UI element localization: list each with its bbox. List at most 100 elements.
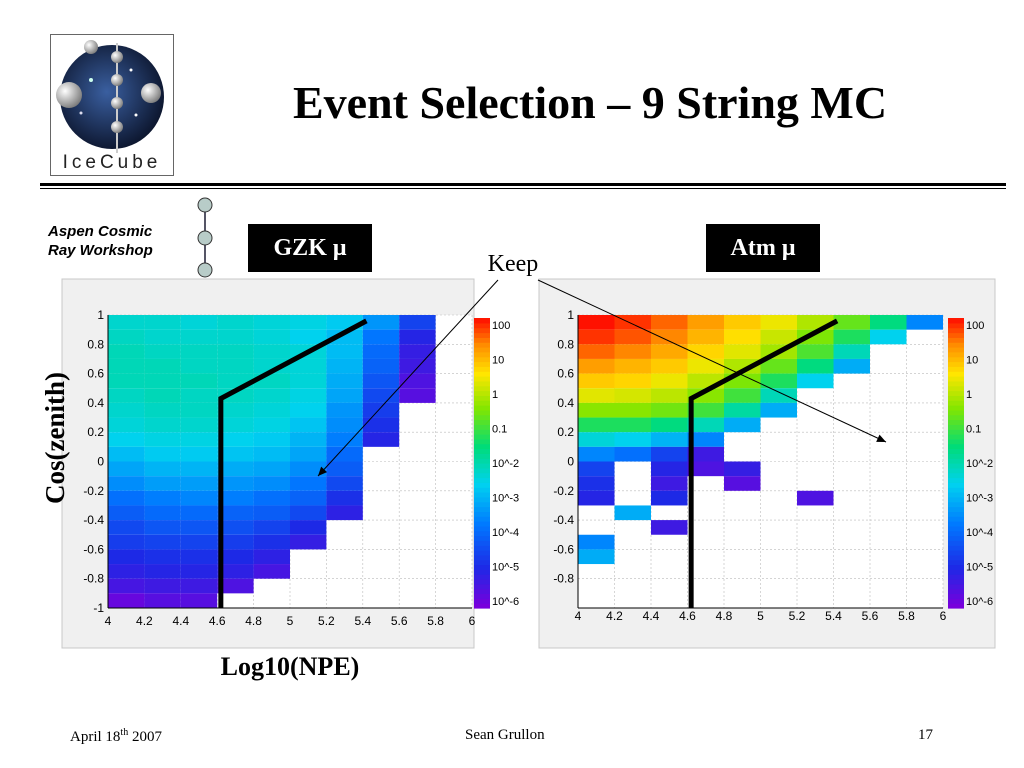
colorbar-segment-1 [948,545,964,551]
heatmap-cell-1-2-4 [724,344,761,359]
heatmap-cell-0-10-5 [290,461,327,477]
heatmap-cell-0-8-3 [217,432,254,447]
colorbar-segment-1 [948,429,964,435]
colorbar-segment-0 [474,598,490,604]
heatmap-cell-0-2-8 [399,344,436,359]
footer-date-sup: th [120,727,129,738]
y-tick-label-1-8: -0.6 [553,542,574,556]
colorbar-segment-1 [948,559,964,566]
colorbar-segment-1 [948,342,964,348]
colorbar-segment-0 [474,530,490,537]
heatmap-cell-0-16-3 [217,549,254,565]
colorbar-segment-0 [474,351,490,358]
footer-page-number: 17 [918,727,933,743]
heatmap-cell-0-3-3 [217,358,254,374]
heatmap-cell-0-8-2 [180,432,218,447]
colorbar-segment-0 [474,409,490,416]
colorbar-tick-label-1-3: 0.1 [966,424,981,436]
heatmap-cell-0-5-5 [290,388,327,403]
x-tick-label-0-2: 4.4 [172,614,189,628]
colorbar-segment-0 [474,463,490,469]
heatmap-cell-1-3-3 [687,358,724,374]
heatmap-cell-1-2-6 [797,344,834,359]
heatmap-cell-0-15-5 [290,534,327,550]
colorbar-segment-1 [948,361,964,367]
colorbar-segment-0 [474,429,490,435]
heatmap-cell-0-0-0 [108,315,145,330]
colorbar-segment-0 [474,434,490,440]
colorbar-tick-label-0-3: 0.1 [492,424,507,436]
heatmap-cell-1-1-6 [797,329,834,345]
colorbar-tick-label-0-1: 10 [492,355,504,367]
heatmap-cell-0-17-0 [108,564,145,579]
heatmap-cell-1-12-2 [651,490,688,506]
heatmap-cell-1-7-4 [724,417,761,433]
y-tick-label-1-7: -0.4 [553,513,574,527]
heatmap-cell-0-7-7 [362,417,400,433]
footer-date-main: April 18 [70,729,121,745]
colorbar-segment-1 [948,583,964,590]
heatmap-cell-1-3-6 [797,358,834,374]
colorbar-segment-1 [948,540,964,546]
colorbar-segment-0 [474,438,490,445]
footer-date: April 18th 2007 [70,727,162,746]
heatmap-cell-0-15-2 [180,534,218,550]
colorbar-segment-1 [948,414,964,421]
colorbar-segment-0 [474,501,490,508]
colorbar-tick-label-1-1: 10 [966,355,978,367]
heatmap-cell-1-2-7 [833,344,870,359]
heatmap-cell-1-6-1 [614,402,651,418]
heatmap-cell-1-5-0 [578,388,615,403]
heatmap-cell-1-1-7 [833,329,870,345]
colorbar-segment-0 [474,347,490,353]
y-axis-label-text: Cos(zenith) [40,372,70,504]
colorbar-tick-label-1-2: 1 [966,389,972,401]
colorbar-segment-1 [948,554,964,561]
heatmap-cell-0-14-2 [180,520,218,535]
colorbar-segment-0 [474,448,490,454]
heatmap-cell-0-2-6 [326,344,363,359]
heatmap-cell-1-2-0 [578,344,615,359]
workshop-line-2: Ray Workshop [48,242,153,259]
heatmap-cell-0-0-7 [362,315,400,330]
y-tick-label-0-4: -0.2 [83,484,104,498]
heatmap-cell-0-12-2 [180,490,218,506]
heatmap-cell-1-3-5 [760,358,797,374]
title-rule [40,183,1006,186]
colorbar-tick-label-0-5: 10^-3 [492,493,519,505]
footer-date-year: 2007 [128,729,162,745]
x-tick-label-0-1: 4.2 [136,614,153,628]
heatmap-cell-0-19-1 [144,593,181,608]
heatmap-cell-0-9-5 [290,446,327,462]
colorbar-segment-1 [948,322,964,329]
heatmap-cell-1-3-0 [578,358,615,374]
heatmap-cell-0-15-0 [108,534,145,550]
colorbar-segment-1 [948,564,964,570]
heatmap-cell-0-5-4 [253,388,290,403]
heatmap-cell-1-10-2 [651,461,688,477]
heatmap-cell-0-7-5 [290,417,327,433]
heatmap-cell-1-1-1 [614,329,651,345]
heatmap-cell-0-1-8 [399,329,436,345]
colorbar-segment-1 [948,458,964,464]
heatmap-cell-0-16-2 [180,549,218,565]
colorbar-segment-0 [474,361,490,367]
colorbar-segment-0 [474,366,490,372]
colorbar-segment-0 [474,521,490,527]
colorbar-segment-0 [474,540,490,546]
heatmap-cell-0-0-5 [290,315,327,330]
colorbar-tick-label-0-6: 10^-4 [492,527,519,539]
heatmap-cell-0-3-5 [290,358,327,374]
heatmap-cell-0-9-1 [144,446,181,462]
footer-author: Sean Grullon [465,727,545,743]
heatmap-cell-1-0-3 [687,315,724,330]
heatmap-cell-1-0-8 [870,315,907,330]
heatmap-cell-0-16-0 [108,549,145,565]
colorbar-segment-1 [948,347,964,353]
heatmap-cell-0-5-8 [399,388,436,403]
heatmap-cell-0-5-7 [362,388,400,403]
heatmap-cell-1-4-5 [760,373,797,389]
colorbar-segment-0 [474,453,490,459]
colorbar-segment-1 [948,463,964,469]
colorbar-segment-1 [948,438,964,445]
